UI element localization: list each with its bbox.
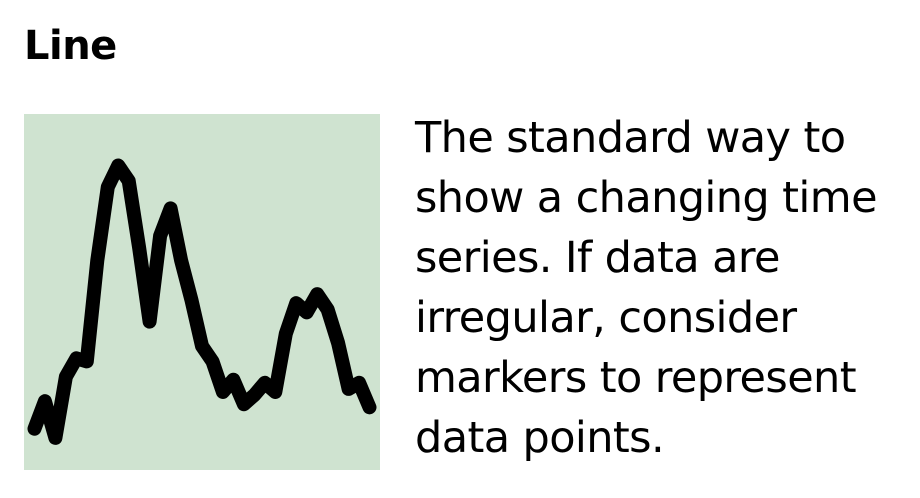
series-line-0 bbox=[27, 158, 377, 445]
line-chart bbox=[27, 158, 377, 445]
card-description: The standard way to show a changing time… bbox=[415, 113, 878, 463]
line-chart-thumbnail bbox=[24, 114, 380, 470]
card-title: Line bbox=[24, 23, 117, 69]
